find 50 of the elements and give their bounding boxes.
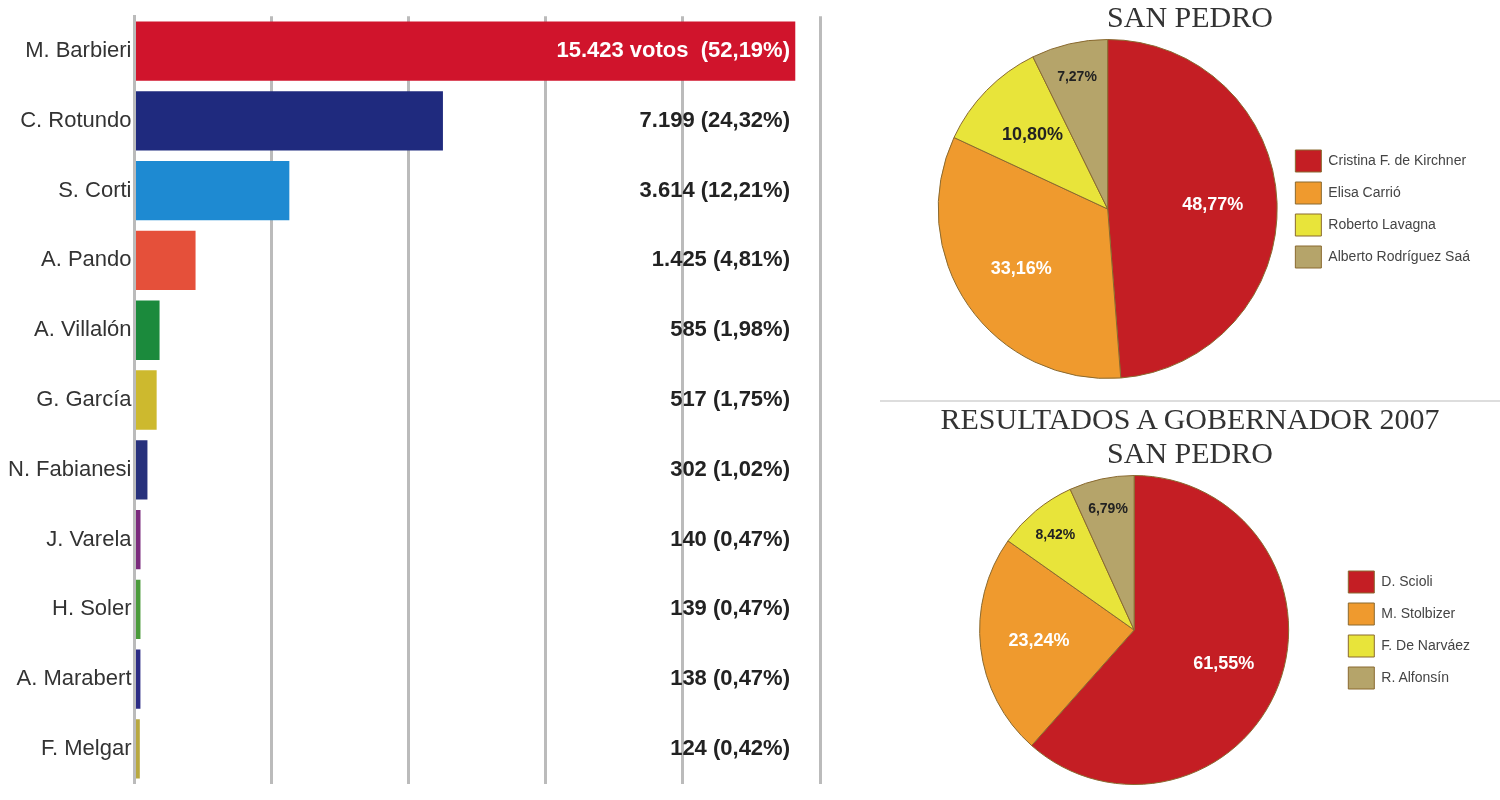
bar [136,649,141,709]
y-tick-label: F. Melgar [41,734,132,760]
data-label: 7.199 (24,32%) [639,106,790,132]
data-label: 6,79% [1088,500,1129,517]
data-label: 48,77% [1182,193,1244,214]
legend-label: Roberto Lavagna [1328,215,1436,232]
y-tick-label: C. Rotundo [20,106,132,132]
data-label: 7,27% [1057,67,1098,84]
chart-title: SAN PEDRO [1106,0,1274,34]
chart-title: RESULTADOS A GOBERNADOR 2007 SAN PEDRO [939,402,1441,470]
legend-label: Elisa Carrió [1328,183,1401,200]
data-label: 61,55% [1193,652,1255,673]
y-tick-label: G. García [36,386,133,412]
data-label: 3.614 (12,21%) [639,176,790,202]
data-label: 23,24% [1008,629,1070,650]
data-label: 10,80% [1002,124,1064,145]
legend-label: Alberto Rodríguez Saá [1328,247,1471,264]
legend-label: F. De Narváez [1381,636,1471,653]
data-label: 8,42% [1035,525,1076,542]
legend-label: M. Stolbizer [1381,604,1456,621]
data-label: 1.425 (4,81%) [651,246,790,272]
data-label: 517 (1,75%) [670,386,790,412]
y-tick-label: J. Varela [46,525,133,551]
data-label: 124 (0,42%) [670,734,790,760]
y-tick-label: N. Fabianesi [7,455,132,481]
data-label: 138 (0,47%) [670,665,790,691]
bar [136,719,140,779]
data-label: 302 (1,02%) [670,455,790,481]
bar [136,230,196,291]
legend-label: D. Scioli [1381,572,1433,589]
y-tick-label: A. Marabert [16,665,132,691]
y-tick-label: S. Corti [58,176,132,202]
data-label: 140 (0,47%) [670,525,790,551]
y-tick-label: H. Soler [52,595,132,621]
data-label: 33,16% [990,257,1052,278]
legend-label: Cristina F. de Kirchner [1328,151,1467,168]
bar [136,21,796,81]
y-tick-label: M. Barbieri [25,37,132,63]
bar [136,370,157,430]
legend-label: R. Alfonsín [1381,668,1450,685]
data-label: 139 (0,47%) [670,595,790,621]
bar [136,161,290,221]
bar [136,91,443,151]
data-label: 585 (1,98%) [670,316,790,342]
bar [136,509,141,570]
y-tick-label: A. Pando [40,246,132,272]
bar [136,300,160,360]
y-tick-label: A. Villalón [34,316,132,342]
data-label: 15.423 votos (52,19%) [556,37,790,63]
bar [136,440,148,500]
